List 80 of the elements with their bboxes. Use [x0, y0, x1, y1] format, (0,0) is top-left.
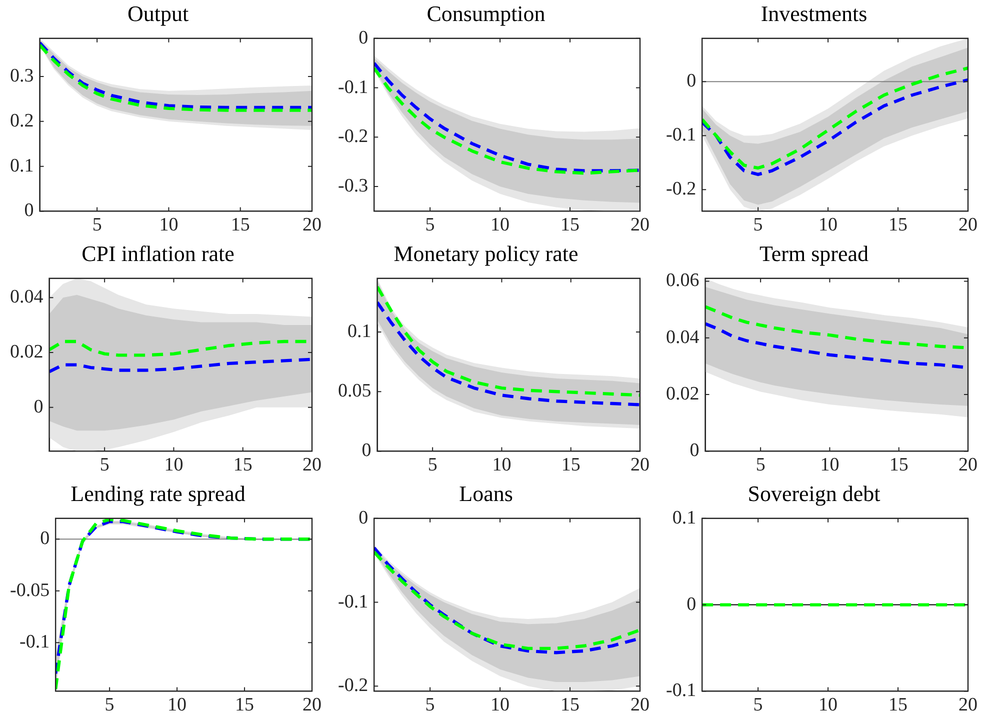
y-tick-label: 0	[686, 70, 696, 92]
y-tick-label: -0.1	[666, 124, 696, 146]
y-tick-label: 0	[362, 440, 372, 462]
y-tick-label: 0.02	[666, 384, 700, 405]
x-tick-label: 20	[958, 694, 978, 716]
y-tick-label: 0	[24, 200, 34, 222]
x-tick-label: 10	[164, 454, 184, 476]
y-tick-label: 0.3	[10, 66, 34, 87]
line-series	[49, 358, 312, 374]
x-tick-label: 20	[958, 454, 978, 476]
x-tick-label: 5	[753, 694, 763, 716]
x-tick-label: 5	[425, 694, 435, 716]
x-tick-label: 10	[490, 214, 510, 236]
x-tick-label: 15	[560, 694, 580, 716]
y-tick-label: -0.1	[338, 76, 368, 98]
x-tick-label: 10	[159, 214, 178, 236]
x-tick-label: 20	[302, 454, 322, 476]
chart-title: Output	[127, 0, 189, 26]
x-tick-label: 15	[233, 454, 252, 476]
y-tick-label: 0	[358, 27, 368, 48]
line-series	[377, 285, 640, 397]
x-tick-label: 5	[428, 454, 438, 476]
y-tick-label: 0.04	[666, 326, 700, 348]
x-tick-label: 15	[888, 694, 908, 716]
y-tick-label: -0.2	[666, 178, 696, 200]
x-tick-label: 20	[630, 214, 650, 236]
x-tick-label: 5	[753, 214, 763, 236]
y-tick-label: -0.2	[338, 675, 368, 696]
y-tick-label: 0	[686, 594, 696, 615]
x-tick-label: 5	[425, 214, 435, 236]
x-tick-label: 10	[492, 454, 512, 476]
chart-title: Lending rate spread	[70, 480, 246, 506]
x-tick-label: 10	[820, 454, 840, 476]
x-tick-label: 5	[92, 214, 102, 236]
y-tick-label: 0	[358, 507, 368, 528]
y-tick-label: -0.1	[338, 591, 368, 612]
chart-title: Investments	[760, 0, 868, 26]
chart-title: Term spread	[759, 240, 869, 266]
x-tick-label: 20	[630, 694, 650, 716]
x-tick-label: 15	[230, 214, 250, 236]
line-series	[702, 66, 968, 170]
x-tick-label: 20	[302, 694, 322, 716]
y-tick-label: -0.1	[20, 632, 50, 653]
x-tick-label: 15	[889, 454, 908, 476]
x-tick-label: 5	[756, 454, 766, 476]
chart-title: Consumption	[426, 0, 546, 26]
y-tick-label: 0.1	[672, 507, 696, 528]
y-tick-label: 0.1	[10, 155, 34, 176]
x-tick-label: 20	[958, 214, 978, 236]
line-series	[377, 300, 640, 406]
y-tick-label: -0.1	[666, 680, 696, 702]
x-tick-label: 15	[561, 454, 580, 476]
x-tick-label: 5	[100, 454, 110, 476]
y-tick-label: 0.02	[10, 341, 44, 362]
y-tick-label: 0	[40, 528, 50, 550]
x-tick-label: 20	[302, 214, 322, 236]
x-tick-label: 10	[818, 694, 838, 716]
x-tick-label: 10	[818, 214, 838, 236]
x-tick-label: 10	[168, 694, 187, 716]
x-tick-label: 20	[630, 454, 650, 476]
x-tick-label: 15	[888, 214, 908, 236]
y-tick-label: 0.04	[10, 286, 44, 308]
y-tick-label: 0.2	[10, 110, 34, 132]
x-tick-label: 15	[235, 694, 254, 716]
chart-title: Monetary policy rate	[394, 240, 578, 266]
y-tick-label: 0	[34, 396, 44, 418]
y-tick-label: -0.3	[338, 176, 368, 196]
x-tick-label: 5	[104, 694, 114, 716]
line-series	[702, 78, 968, 176]
chart-title: Loans	[459, 480, 513, 506]
y-tick-label: 0.05	[338, 380, 372, 402]
y-tick-label: 0.1	[348, 321, 372, 342]
chart-title: CPI inflation rate	[82, 240, 234, 266]
chart-title: Sovereign debt	[748, 480, 880, 506]
y-tick-label: 0	[690, 440, 700, 462]
x-tick-label: 15	[560, 214, 580, 236]
y-tick-label: -0.05	[10, 580, 50, 601]
x-tick-label: 10	[490, 694, 510, 716]
y-tick-label: -0.2	[338, 126, 368, 148]
y-tick-label: 0.06	[666, 270, 700, 292]
